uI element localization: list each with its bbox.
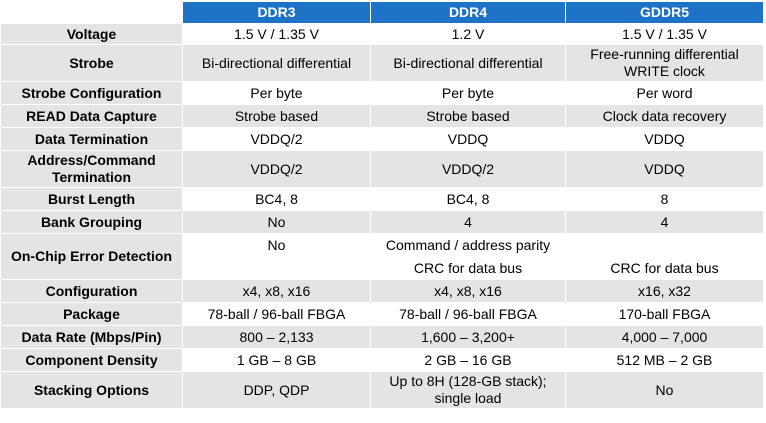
header-row: DDR3 DDR4 GDDR5 [0, 1, 764, 24]
cell-ddr3: 800 – 2,133 [182, 325, 371, 349]
cell-ddr3: VDDQ/2 [182, 150, 371, 188]
cell-ddr4: BC4, 8 [370, 187, 566, 211]
row-label: Stacking Options [0, 371, 183, 409]
table-row-stacking-options: Stacking Options DDP, QDP Up to 8H (128-… [0, 371, 764, 409]
table-row-data-termination: Data Termination VDDQ/2 VDDQ VDDQ [0, 127, 764, 151]
cell-ddr3-empty [182, 256, 371, 280]
cell-ddr4: VDDQ/2 [370, 150, 566, 188]
row-label: Burst Length [0, 187, 183, 211]
cell-ddr3: No [182, 233, 371, 257]
cell-ddr3: Strobe based [182, 104, 371, 128]
row-label: On-Chip Error Detection [0, 233, 183, 280]
table-row-package: Package 78-ball / 96-ball FBGA 78-ball /… [0, 302, 764, 326]
cell-gddr5: VDDQ [565, 150, 764, 188]
row-label: Package [0, 302, 183, 326]
cell-gddr5: 512 MB – 2 GB [565, 348, 764, 372]
cell-gddr5: 8 [565, 187, 764, 211]
cell-ddr4-crc: CRC for data bus [370, 256, 566, 280]
cell-gddr5: No [565, 371, 764, 409]
cell-ddr4: Per byte [370, 81, 566, 105]
table-row-address-command-termination: Address/Command Termination VDDQ/2 VDDQ/… [0, 150, 764, 188]
row-label: Configuration [0, 279, 183, 303]
row-label: Strobe Configuration [0, 81, 183, 105]
cell-gddr5: 1.5 V / 1.35 V [565, 23, 764, 45]
cell-gddr5: 4 [565, 210, 764, 234]
cell-ddr3: No [182, 210, 371, 234]
column-header-ddr3: DDR3 [182, 1, 371, 24]
cell-gddr5: Per word [565, 81, 764, 105]
cell-ddr3: 1 GB – 8 GB [182, 348, 371, 372]
cell-ddr3: Bi-directional differential [182, 44, 371, 82]
cell-gddr5: x16, x32 [565, 279, 764, 303]
row-label: READ Data Capture [0, 104, 183, 128]
cell-ddr4: 1.2 V [370, 23, 566, 45]
cell-ddr3: 1.5 V / 1.35 V [182, 23, 371, 45]
cell-ddr4: 1,600 – 3,200+ [370, 325, 566, 349]
table-row-read-data-capture: READ Data Capture Strobe based Strobe ba… [0, 104, 764, 128]
cell-ddr4: Up to 8H (128-GB stack); single load [370, 371, 566, 409]
row-label: Data Termination [0, 127, 183, 151]
row-label: Voltage [0, 23, 183, 45]
cell-gddr5: Free-running differential WRITE clock [565, 44, 764, 82]
column-header-ddr4: DDR4 [370, 1, 566, 24]
table-row-strobe-configuration: Strobe Configuration Per byte Per byte P… [0, 81, 764, 105]
memory-comparison-table: DDR3 DDR4 GDDR5 Voltage 1.5 V / 1.35 V 1… [0, 1, 764, 409]
cell-gddr5: 170-ball FBGA [565, 302, 764, 326]
cell-ddr3: Per byte [182, 81, 371, 105]
table-row-on-chip-error-detection-crc: CRC for data bus CRC for data bus [1, 256, 764, 280]
cell-ddr4: Bi-directional differential [370, 44, 566, 82]
table-row-strobe: Strobe Bi-directional differential Bi-di… [0, 44, 764, 82]
cell-gddr5: Clock data recovery [565, 104, 764, 128]
cell-ddr3: DDP, QDP [182, 371, 371, 409]
cell-gddr5: CRC for data bus [565, 256, 764, 280]
cell-ddr4: Strobe based [370, 104, 566, 128]
cell-gddr5: VDDQ [565, 127, 764, 151]
row-label: Address/Command Termination [0, 150, 183, 188]
cell-ddr4: x4, x8, x16 [370, 279, 566, 303]
cell-ddr4: 2 GB – 16 GB [370, 348, 566, 372]
row-label: Data Rate (Mbps/Pin) [0, 325, 183, 349]
table-row-bank-grouping: Bank Grouping No 4 4 [0, 210, 764, 234]
cell-ddr3: 78-ball / 96-ball FBGA [182, 302, 371, 326]
table-row-data-rate: Data Rate (Mbps/Pin) 800 – 2,133 1,600 –… [0, 325, 764, 349]
cell-gddr5: 4,000 – 7,000 [565, 325, 764, 349]
table-row-voltage: Voltage 1.5 V / 1.35 V 1.2 V 1.5 V / 1.3… [0, 23, 764, 45]
column-header-gddr5: GDDR5 [565, 1, 764, 24]
table-row-component-density: Component Density 1 GB – 8 GB 2 GB – 16 … [0, 348, 764, 372]
cell-ddr3: x4, x8, x16 [182, 279, 371, 303]
cell-ddr4: 78-ball / 96-ball FBGA [370, 302, 566, 326]
cell-ddr3: BC4, 8 [182, 187, 371, 211]
cell-ddr4: 4 [370, 210, 566, 234]
corner-cell [0, 1, 183, 24]
row-label: Strobe [0, 44, 183, 82]
table-row-on-chip-error-detection: On-Chip Error Detection No Command / add… [0, 233, 764, 280]
cell-ddr4: VDDQ [370, 127, 566, 151]
cell-ddr3: VDDQ/2 [182, 127, 371, 151]
table-row-configuration: Configuration x4, x8, x16 x4, x8, x16 x1… [0, 279, 764, 303]
table-row-burst-length: Burst Length BC4, 8 BC4, 8 8 [0, 187, 764, 211]
row-label: Component Density [0, 348, 183, 372]
row-label: Bank Grouping [0, 210, 183, 234]
cell-gddr5-empty [565, 233, 764, 257]
cell-ddr4-parity: Command / address parity [370, 233, 566, 257]
